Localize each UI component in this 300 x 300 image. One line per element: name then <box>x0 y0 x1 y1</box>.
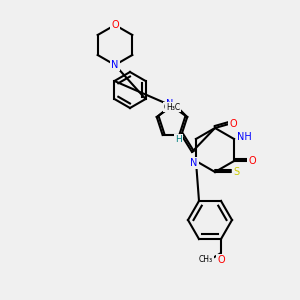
Text: H₃C: H₃C <box>166 103 180 112</box>
Text: CH₃: CH₃ <box>199 255 213 264</box>
Text: O: O <box>111 20 119 30</box>
Text: O: O <box>229 119 237 129</box>
Text: NH: NH <box>237 132 252 142</box>
Text: H: H <box>175 135 182 144</box>
Text: CH₃: CH₃ <box>164 103 178 112</box>
Text: S: S <box>233 167 239 177</box>
Text: O: O <box>217 255 225 265</box>
Text: N: N <box>190 158 198 168</box>
Text: N: N <box>111 60 119 70</box>
Text: N: N <box>166 99 174 109</box>
Text: O: O <box>248 156 256 166</box>
